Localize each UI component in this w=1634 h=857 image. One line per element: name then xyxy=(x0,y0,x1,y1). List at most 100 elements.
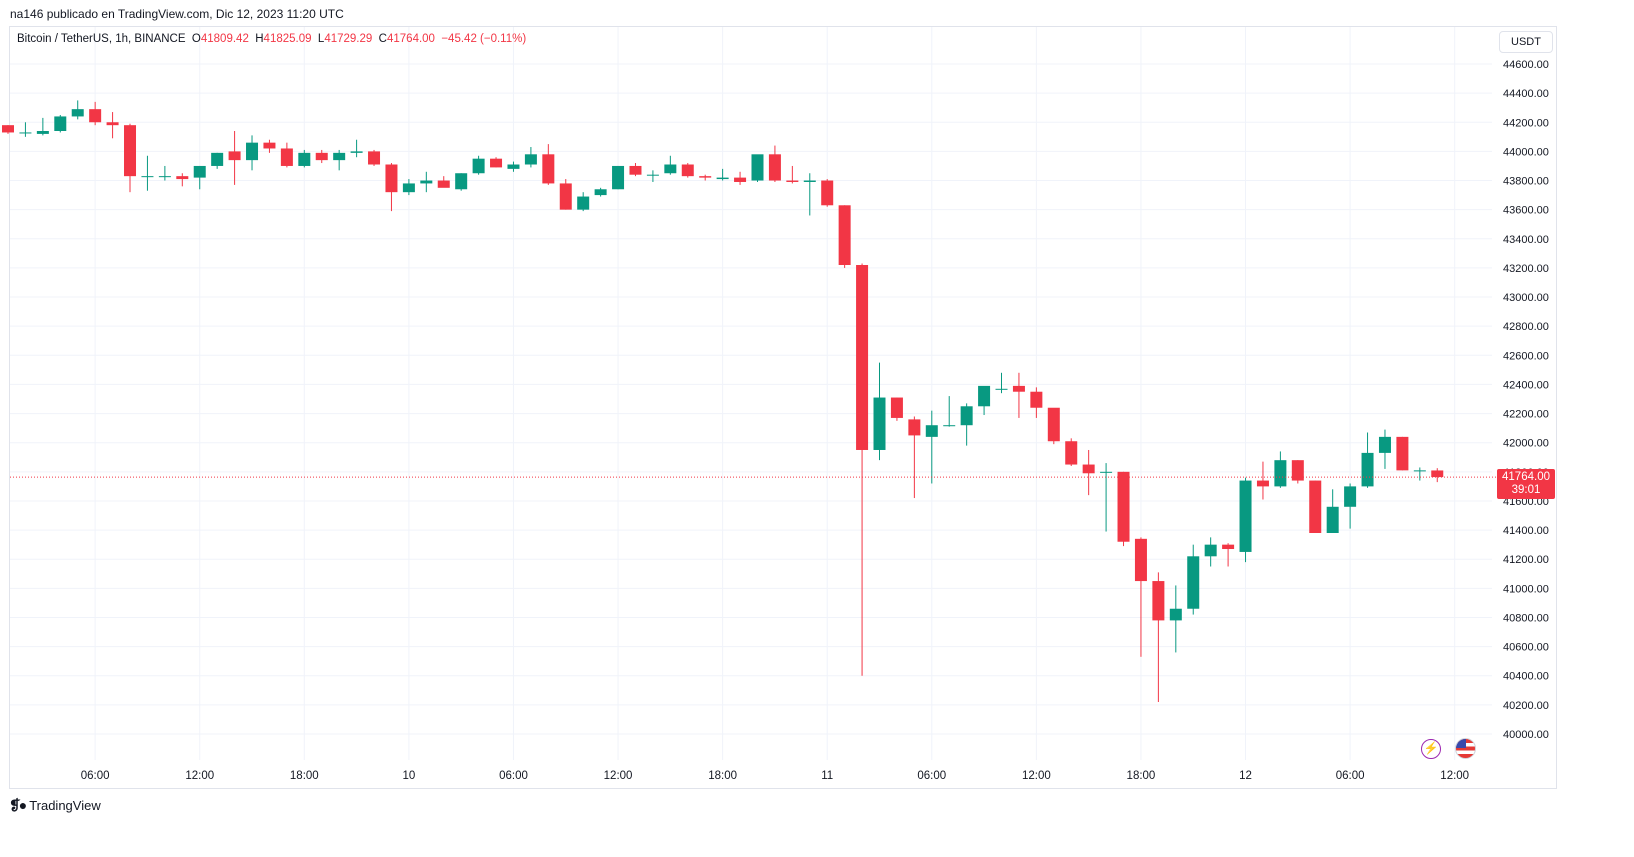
publish-header: na146 publicado en TradingView.com, Dic … xyxy=(10,7,344,21)
y-tick-label: 42400.00 xyxy=(1503,379,1549,391)
candle-body xyxy=(908,419,921,436)
candle-body xyxy=(246,142,259,161)
current-price-label: 41764.00 xyxy=(1502,471,1550,483)
candle-body xyxy=(141,176,154,178)
candle-body xyxy=(699,176,712,178)
high-label: H xyxy=(255,33,264,45)
candle-body xyxy=(368,151,381,165)
candle-body xyxy=(124,125,137,177)
low-label: L xyxy=(317,33,325,45)
x-tick-label: 12:00 xyxy=(1440,770,1469,782)
close-value: 41764.00 xyxy=(386,33,435,45)
x-tick-label: 12:00 xyxy=(185,770,214,782)
close-label: C xyxy=(378,33,387,45)
candle-body xyxy=(1169,608,1182,621)
candle-body xyxy=(1344,486,1357,507)
y-tick-label: 43600.00 xyxy=(1503,205,1549,217)
candle-body xyxy=(490,158,503,168)
y-tick-label: 42200.00 xyxy=(1503,409,1549,421)
candle-body xyxy=(1361,452,1374,487)
y-tick-label: 43200.00 xyxy=(1503,263,1549,275)
candle-body xyxy=(298,152,311,166)
low-value: 41729.29 xyxy=(324,33,373,45)
candle-body xyxy=(228,151,241,161)
candle-body xyxy=(594,189,607,196)
candle-body xyxy=(2,125,14,133)
candle-body xyxy=(402,183,415,193)
y-tick-label: 41000.00 xyxy=(1503,583,1549,595)
high-value: 41825.09 xyxy=(263,33,312,45)
y-axis-labels: 44600.00 44400.00 44200.00 44000.00 43800.00… xyxy=(1503,59,1549,741)
candle-body xyxy=(524,154,537,165)
candle-body xyxy=(1152,581,1165,621)
candle-body xyxy=(1082,464,1095,474)
candle-body xyxy=(1204,544,1217,557)
candle-body xyxy=(1431,470,1444,478)
y-tick-label: 43000.00 xyxy=(1503,292,1549,304)
y-tick-label: 41200.00 xyxy=(1503,554,1549,566)
candle-body xyxy=(420,180,433,184)
candle-body xyxy=(385,164,398,193)
change-value: −45.42 (−0.11%) xyxy=(441,33,527,45)
candle-body xyxy=(978,385,991,407)
candle-body xyxy=(734,177,747,182)
x-axis-labels: 06:00 12:00 18:00 10 06:00 12:00 18:00 11 06:00 1… xyxy=(81,770,1469,782)
candle-body xyxy=(176,176,189,180)
candle-body xyxy=(71,109,84,117)
y-tick-label: 42800.00 xyxy=(1503,321,1549,333)
y-tick-label: 43800.00 xyxy=(1503,176,1549,188)
candle-body xyxy=(559,183,572,210)
candle-body xyxy=(437,180,450,188)
candle-body xyxy=(54,116,67,131)
candle-body xyxy=(1291,460,1304,481)
y-tick-label: 42000.00 xyxy=(1503,438,1549,450)
candle-body xyxy=(1326,506,1339,533)
current-price-badge: 41764.00 39:01 xyxy=(1497,469,1555,499)
y-tick-label: 44600.00 xyxy=(1503,59,1549,71)
candle-body xyxy=(36,131,49,134)
x-tick-label: 12:00 xyxy=(1022,770,1051,782)
x-tick-label: 18:00 xyxy=(708,770,737,782)
y-tick-label: 43400.00 xyxy=(1503,234,1549,246)
candle-body xyxy=(280,148,293,166)
grid xyxy=(10,27,1492,760)
candle-body xyxy=(1413,470,1426,472)
candle-body xyxy=(1100,471,1113,473)
candle-body xyxy=(211,152,224,166)
candle-body xyxy=(263,142,276,149)
candle-body xyxy=(681,164,694,177)
candle-body xyxy=(19,132,32,134)
candle-body xyxy=(350,151,363,153)
candle-body xyxy=(890,397,903,418)
candle-body xyxy=(315,152,328,161)
candle-body xyxy=(803,180,816,182)
candle-countdown: 39:01 xyxy=(1511,484,1541,496)
lightning-icon[interactable]: ⚡ xyxy=(1421,739,1441,759)
candle-body xyxy=(333,152,346,161)
candle-body xyxy=(193,165,206,178)
y-tick-label: 44400.00 xyxy=(1503,88,1549,100)
us-flag-icon[interactable] xyxy=(1455,738,1476,759)
open-label: O xyxy=(191,33,201,45)
chart-frame xyxy=(9,26,1557,789)
candle-body xyxy=(786,180,799,182)
y-tick-label: 44200.00 xyxy=(1503,117,1549,129)
candle-body xyxy=(542,154,555,184)
candle-body xyxy=(1309,480,1322,533)
x-tick-label: 11 xyxy=(821,770,833,782)
candle-body xyxy=(1117,471,1130,542)
candle-body xyxy=(612,165,625,190)
candle-body xyxy=(1274,460,1287,487)
y-tick-label: 40600.00 xyxy=(1503,642,1549,654)
candle-body xyxy=(1256,480,1269,487)
x-tick-label: 06:00 xyxy=(1336,770,1365,782)
currency-button[interactable]: USDT xyxy=(1499,31,1553,53)
candle-body xyxy=(1378,436,1391,453)
x-tick-label: 12 xyxy=(1239,770,1252,782)
symbol-name: Bitcoin / TetherUS, 1h, BINANCE xyxy=(17,33,186,45)
candle-body xyxy=(1222,544,1235,550)
candle-body xyxy=(856,265,869,450)
candle-body xyxy=(1187,556,1200,609)
tradingview-brand: TradingView xyxy=(29,798,101,813)
